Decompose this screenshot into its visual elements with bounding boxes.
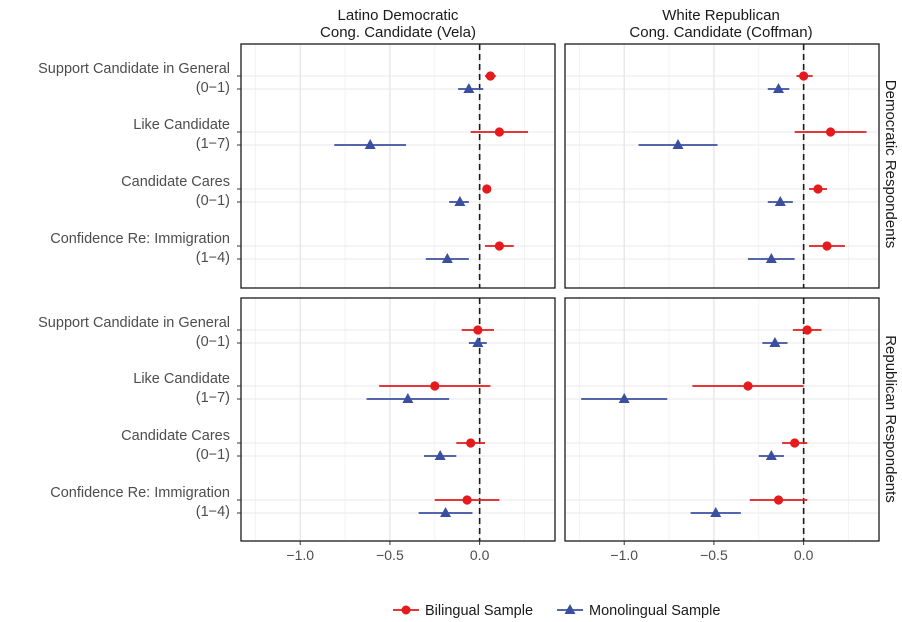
panel-frame [564, 297, 880, 542]
panel-frame [240, 297, 556, 542]
category-label-line1: Confidence Re: Immigration [50, 485, 230, 501]
category-label-line1: Like Candidate [133, 117, 230, 133]
category-labels: Support Candidate in General (0−1) Like Ca… [38, 61, 241, 520]
x-tick-label: −1.0 [286, 547, 314, 563]
legend: Bilingual Sample Monolingual Sample [393, 603, 720, 619]
legend-bilingual-marker [401, 605, 411, 615]
monolingual-point [441, 253, 453, 263]
x-tick-label: −1.0 [610, 547, 638, 563]
monolingual-point [434, 450, 446, 460]
category-label-line2: (1−7) [196, 136, 230, 152]
legend-bilingual-label: Bilingual Sample [425, 603, 533, 619]
panel-frames [240, 43, 880, 542]
facet-title-right-line1: White Republican [662, 7, 780, 24]
bilingual-point [482, 184, 492, 194]
bilingual-point [825, 127, 836, 137]
strip-label-republican: Republican Respondents [882, 335, 899, 503]
facet-title-right-line2: Cong. Candidate (Coffman) [629, 24, 812, 41]
bilingual-point [494, 127, 504, 137]
category-label-line2: (1−7) [196, 390, 230, 406]
monolingual-point [765, 450, 777, 460]
category-label-line1: Like Candidate [133, 371, 230, 387]
x-tick-label: −0.5 [700, 547, 728, 563]
bilingual-point [430, 381, 440, 391]
reference-lines [478, 44, 805, 541]
monolingual-point [440, 507, 452, 517]
category-label-line2: (0−1) [196, 334, 230, 350]
bilingual-point [494, 241, 504, 251]
x-tick-label: −0.5 [376, 547, 404, 563]
grid-layer [241, 44, 879, 541]
category-label-line2: (1−4) [196, 250, 230, 266]
bilingual-point [485, 71, 496, 81]
bilingual-point [799, 71, 809, 81]
category-label-line2: (0−1) [196, 447, 230, 463]
bilingual-point [790, 438, 800, 448]
x-axis-ticks: −1.0 −0.5 0.0 −1.0 −0.5 0.0 [286, 541, 814, 563]
monolingual-point [774, 196, 786, 206]
category-label-line2: (0−1) [196, 193, 230, 209]
facet-title-left-line1: Latino Democratic [338, 7, 459, 24]
category-label-line1: Candidate Cares [121, 174, 230, 190]
bilingual-point [743, 381, 753, 391]
legend-monolingual-marker [564, 604, 576, 614]
monolingual-point [769, 337, 781, 347]
monolingual-point [710, 507, 722, 517]
panel-frame [240, 43, 556, 289]
strip-label-democratic: Democratic Respondents [882, 80, 899, 248]
x-tick-label: 0.0 [470, 547, 490, 563]
category-label-line1: Support Candidate in General [38, 315, 230, 331]
bilingual-point [773, 495, 784, 505]
monolingual-point [472, 337, 484, 347]
panel-frame [564, 43, 880, 289]
monolingual-point [672, 139, 684, 149]
monolingual-point [618, 393, 630, 403]
monolingual-point [364, 139, 376, 149]
category-label-line1: Candidate Cares [121, 428, 230, 444]
legend-monolingual-label: Monolingual Sample [589, 603, 720, 619]
bilingual-point [802, 325, 812, 335]
category-label-line1: Support Candidate in General [38, 61, 230, 77]
facet-title-left-line2: Cong. Candidate (Vela) [320, 24, 476, 41]
monolingual-point [454, 196, 466, 206]
bilingual-point [462, 495, 472, 505]
bilingual-point [473, 325, 483, 335]
category-label-line1: Confidence Re: Immigration [50, 231, 230, 247]
monolingual-point [773, 83, 785, 93]
x-tick-label: 0.0 [794, 547, 814, 563]
category-label-line2: (1−4) [196, 504, 230, 520]
category-label-line2: (0−1) [196, 80, 230, 96]
marks-layer [334, 71, 867, 517]
monolingual-point [402, 393, 414, 403]
monolingual-point [463, 83, 475, 93]
bilingual-point [813, 184, 823, 194]
monolingual-point [765, 253, 777, 263]
bilingual-point [466, 438, 476, 448]
bilingual-point [822, 241, 832, 251]
